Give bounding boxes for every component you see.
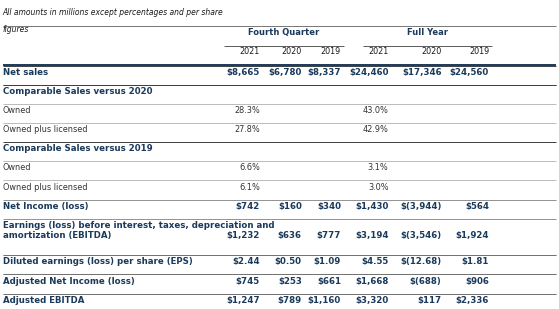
Text: amortization (EBITDA): amortization (EBITDA)	[3, 231, 111, 240]
Text: $(3,944): $(3,944)	[400, 202, 442, 211]
Text: $3,194: $3,194	[355, 231, 389, 240]
Text: $253: $253	[278, 277, 302, 286]
Text: figures: figures	[3, 25, 29, 34]
Text: All amounts in millions except percentages and per share: All amounts in millions except percentag…	[3, 8, 224, 17]
Text: 42.9%: 42.9%	[363, 125, 389, 134]
Text: 2020: 2020	[421, 47, 442, 56]
Text: $0.50: $0.50	[275, 257, 302, 266]
Text: $4.55: $4.55	[361, 257, 389, 266]
Text: $1.81: $1.81	[462, 257, 489, 266]
Text: $906: $906	[465, 277, 489, 286]
Text: Comparable Sales versus 2019: Comparable Sales versus 2019	[3, 144, 153, 153]
Text: 3.0%: 3.0%	[368, 183, 389, 192]
Text: Diluted earnings (loss) per share (EPS): Diluted earnings (loss) per share (EPS)	[3, 257, 192, 266]
Text: $3,320: $3,320	[356, 296, 389, 305]
Text: $777: $777	[316, 231, 341, 240]
Text: $24,460: $24,460	[349, 68, 389, 77]
Text: Net sales: Net sales	[3, 68, 48, 77]
Text: $(3,546): $(3,546)	[400, 231, 442, 240]
Text: Full Year: Full Year	[407, 28, 448, 37]
Text: $160: $160	[278, 202, 302, 211]
Text: $1,160: $1,160	[308, 296, 341, 305]
Text: $(688): $(688)	[410, 277, 442, 286]
Text: $117: $117	[418, 296, 442, 305]
Text: $1,668: $1,668	[355, 277, 389, 286]
Text: 6.1%: 6.1%	[239, 183, 260, 192]
Text: $8,337: $8,337	[307, 68, 341, 77]
Text: Owned: Owned	[3, 163, 31, 172]
Text: 27.8%: 27.8%	[234, 125, 260, 134]
Text: $742: $742	[236, 202, 260, 211]
Text: $(12.68): $(12.68)	[400, 257, 442, 266]
Text: $661: $661	[317, 277, 341, 286]
Text: 3.1%: 3.1%	[368, 163, 389, 172]
Text: Fourth Quarter: Fourth Quarter	[248, 28, 319, 37]
Text: $1,430: $1,430	[355, 202, 389, 211]
Text: Earnings (loss) before interest, taxes, depreciation and: Earnings (loss) before interest, taxes, …	[3, 221, 274, 230]
Text: Net Income (loss): Net Income (loss)	[3, 202, 88, 211]
Text: $564: $564	[465, 202, 489, 211]
Text: $1,232: $1,232	[226, 231, 260, 240]
Text: Owned plus licensed: Owned plus licensed	[3, 125, 87, 134]
Text: $1.09: $1.09	[314, 257, 341, 266]
Text: $1,247: $1,247	[226, 296, 260, 305]
Text: 2020: 2020	[282, 47, 302, 56]
Text: $1,924: $1,924	[456, 231, 489, 240]
Text: Adjusted EBITDA: Adjusted EBITDA	[3, 296, 84, 305]
Text: 43.0%: 43.0%	[363, 106, 389, 115]
Text: 6.6%: 6.6%	[239, 163, 260, 172]
Text: $2.44: $2.44	[233, 257, 260, 266]
Text: Adjusted Net Income (loss): Adjusted Net Income (loss)	[3, 277, 135, 286]
Text: $8,665: $8,665	[227, 68, 260, 77]
Text: $745: $745	[236, 277, 260, 286]
Text: $6,780: $6,780	[268, 68, 302, 77]
Text: $340: $340	[317, 202, 341, 211]
Text: $789: $789	[278, 296, 302, 305]
Text: 2019: 2019	[469, 47, 489, 56]
Text: $17,346: $17,346	[402, 68, 442, 77]
Text: 2019: 2019	[321, 47, 341, 56]
Text: 2021: 2021	[368, 47, 389, 56]
Text: $2,336: $2,336	[456, 296, 489, 305]
Text: Comparable Sales versus 2020: Comparable Sales versus 2020	[3, 87, 152, 96]
Text: 2021: 2021	[240, 47, 260, 56]
Text: 28.3%: 28.3%	[234, 106, 260, 115]
Text: Owned: Owned	[3, 106, 31, 115]
Text: $24,560: $24,560	[450, 68, 489, 77]
Text: Owned plus licensed: Owned plus licensed	[3, 183, 87, 192]
Text: $636: $636	[278, 231, 302, 240]
